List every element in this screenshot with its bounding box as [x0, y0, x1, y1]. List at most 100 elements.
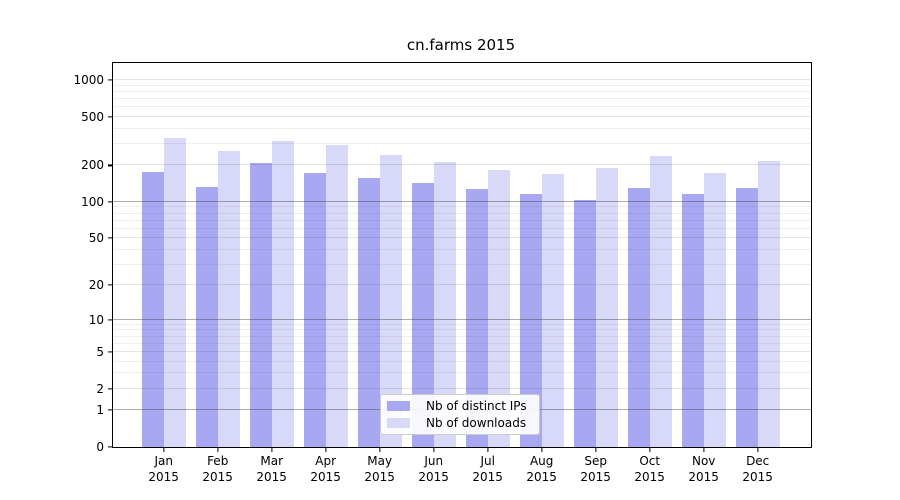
x-tick-label: Jan 2015: [148, 454, 179, 484]
bar-distinct-ips-jun: [411, 183, 434, 447]
x-tick: [541, 447, 543, 452]
y-tick-label: 20: [88, 278, 104, 293]
y-tick-label: 0: [96, 440, 104, 454]
x-tick-label: Nov 2015: [688, 454, 719, 484]
bar-distinct-ips-nov: [681, 193, 704, 447]
gridline: [113, 98, 811, 100]
gridline: [113, 164, 811, 166]
gridline: [113, 318, 811, 320]
x-tick: [487, 447, 489, 452]
y-tick-label: 2: [96, 381, 104, 396]
bar-downloads-jul: [487, 169, 510, 447]
bar-downloads-jan: [163, 137, 186, 447]
gridline: [113, 350, 811, 352]
gridline: [113, 372, 811, 374]
bar-distinct-ips-oct: [627, 187, 650, 447]
bar-downloads-jun: [433, 161, 456, 447]
gridline: [113, 360, 811, 362]
gridline: [113, 335, 811, 337]
gridline: [113, 387, 811, 389]
y-tick-label: 1: [96, 403, 104, 418]
y-tick: [108, 237, 113, 239]
gridline: [113, 142, 811, 144]
bar-downloads-feb: [217, 150, 240, 447]
legend-entry-downloads: Nb of downloads: [387, 416, 533, 430]
x-tick-label: Dec 2015: [742, 454, 773, 484]
bar-downloads-nov: [703, 172, 726, 447]
bar-downloads-sep: [595, 167, 618, 447]
x-tick-label: Feb 2015: [202, 454, 233, 484]
y-tick: [108, 284, 113, 286]
bar-distinct-ips-mar: [249, 162, 272, 447]
plot-area: Nb of distinct IPs Nb of downloads 0 1 2 5 1…: [73, 62, 812, 484]
legend: Nb of distinct IPs Nb of downloads: [380, 394, 540, 435]
x-tick: [325, 447, 327, 452]
gridline: [113, 106, 811, 108]
gridline: [113, 127, 811, 129]
gridline: [113, 79, 811, 81]
x-tick: [703, 447, 705, 452]
legend-swatch-downloads: [387, 418, 410, 428]
bar-distinct-ips-dec: [735, 187, 758, 447]
x-tick: [217, 447, 219, 452]
gridline: [113, 227, 811, 229]
x-tick: [649, 447, 651, 452]
y-tick-label: 10: [88, 312, 104, 327]
x-tick-label: Oct 2015: [634, 454, 665, 484]
bar-distinct-ips-aug: [519, 194, 542, 447]
legend-label-downloads: Nb of downloads: [426, 416, 527, 430]
y-tick-label: 1000: [73, 73, 104, 88]
y-tick-label: 500: [81, 109, 104, 124]
gridline: [113, 84, 811, 86]
legend-entry-distinct-ips: Nb of distinct IPs: [387, 399, 533, 413]
legend-swatch-distinct-ips: [387, 401, 410, 411]
x-tick-label: Mar 2015: [256, 454, 287, 484]
x-tick: [595, 447, 597, 452]
y-tick: [108, 409, 113, 411]
bar-downloads-dec: [757, 161, 780, 447]
bar-distinct-ips-feb: [195, 186, 218, 447]
gridline: [113, 200, 811, 202]
x-tick-label: Jun 2015: [418, 454, 449, 484]
x-tick: [433, 447, 435, 452]
gridline: [113, 323, 811, 325]
gridline: [113, 263, 811, 265]
bar-downloads-mar: [271, 141, 294, 447]
bar-distinct-ips-apr: [303, 172, 326, 447]
bar-downloads-may: [379, 154, 402, 447]
bar-downloads-apr: [325, 144, 348, 447]
x-tick-label: Apr 2015: [310, 454, 341, 484]
y-tick: [108, 164, 113, 166]
gridline: [113, 212, 811, 214]
x-tick: [271, 447, 273, 452]
gridline: [113, 237, 811, 239]
y-tick-label: 50: [88, 231, 104, 246]
bar-distinct-ips-sep: [573, 199, 596, 447]
x-tick: [163, 447, 165, 452]
x-tick-label: Aug 2015: [526, 454, 557, 484]
gridline: [113, 329, 811, 331]
gridline: [113, 90, 811, 92]
y-tick: [108, 116, 113, 118]
bar-distinct-ips-jan: [141, 172, 164, 447]
gridline: [113, 342, 811, 344]
y-tick-label: 200: [81, 158, 104, 173]
chart-title: cn.farms 2015: [406, 36, 516, 54]
gridline: [113, 219, 811, 221]
bar-distinct-ips-may: [357, 178, 380, 447]
legend-label-distinct-ips: Nb of distinct IPs: [426, 399, 527, 413]
gridline: [113, 284, 811, 286]
bar-downloads-aug: [541, 173, 564, 447]
bar-downloads-oct: [649, 155, 672, 447]
y-tick-label: 100: [81, 194, 104, 209]
y-tick-label: 5: [96, 344, 104, 359]
gridline: [113, 248, 811, 250]
x-tick-label: Jul 2015: [472, 454, 503, 484]
gridline: [113, 206, 811, 208]
gridline: [113, 115, 811, 117]
x-tick-label: May 2015: [364, 454, 395, 484]
y-tick: [108, 388, 113, 390]
bar-distinct-ips-jul: [465, 188, 488, 447]
y-tick: [108, 79, 113, 81]
